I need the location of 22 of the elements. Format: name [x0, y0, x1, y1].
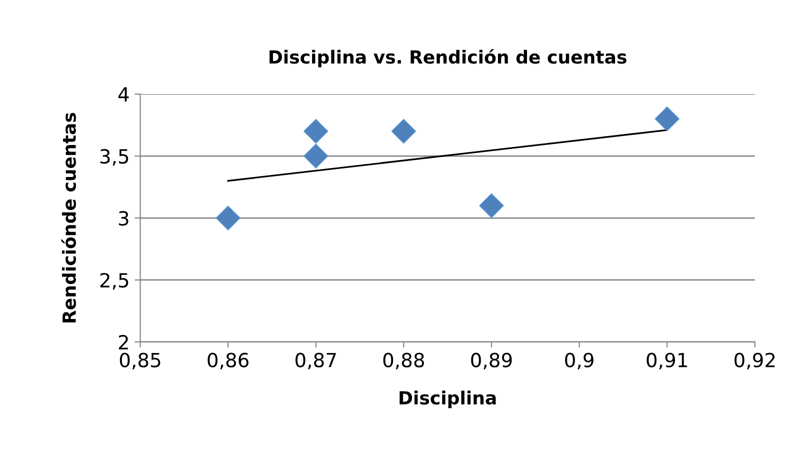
chart-title: Disciplina vs. Rendición de cuentas [270, 49, 626, 68]
point [391, 118, 416, 144]
y-tick-label: 2,5 [100, 272, 128, 290]
y-axis-title: Rendiciónde cuentas [61, 112, 76, 322]
x-tick-label: 0,92 [734, 352, 775, 370]
y-tick-label: 4 [118, 87, 129, 102]
x-tick-label: 0,85 [120, 352, 160, 370]
x-tick-label: 0,87 [296, 352, 336, 370]
x-tick-label: 0,86 [208, 352, 248, 370]
point [216, 206, 240, 230]
x-tick-label: 0,9 [565, 352, 594, 370]
y-tick-label: 2 [118, 334, 128, 350]
y-tick-label: 3,5 [100, 149, 128, 166]
x-tick-label: 0,89 [471, 352, 512, 370]
x-tick-label: 0,91 [646, 352, 687, 370]
point [479, 193, 504, 218]
point [654, 106, 680, 132]
x-tick-label: 0,88 [383, 352, 424, 370]
y-tick-label: 3 [118, 210, 128, 226]
x-axis-title: Disciplina [400, 390, 496, 408]
point [303, 144, 328, 168]
point [303, 118, 328, 144]
